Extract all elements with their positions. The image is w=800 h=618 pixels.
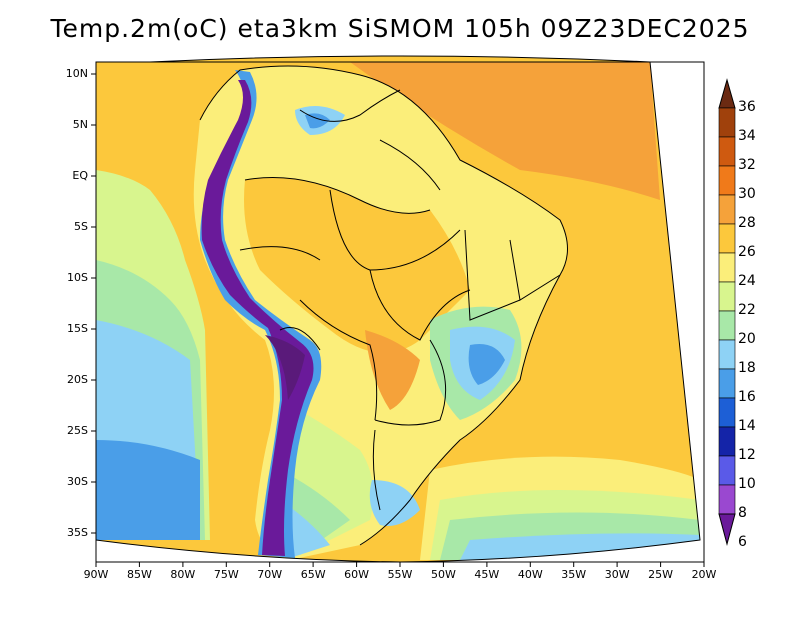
country-borders	[199, 65, 568, 546]
colorbar-label: 20	[738, 331, 756, 347]
longitude-label: 55W	[387, 568, 413, 581]
latitude-label: 5S	[74, 220, 88, 233]
colorbar-label: 8	[738, 505, 747, 521]
longitude-label: 60W	[344, 568, 369, 581]
colorbar-swatch	[718, 426, 736, 457]
longitude-label: 25W	[648, 568, 673, 581]
colorbar-label: 26	[738, 244, 756, 260]
colorbar-swatch	[718, 397, 736, 428]
longitude-label: 80W	[170, 568, 196, 581]
longitude-label: 40W	[517, 568, 543, 581]
colorbar-label: 6	[738, 534, 747, 550]
axis-ticks	[91, 73, 705, 567]
map-field	[96, 56, 700, 562]
colorbar-label: 22	[738, 302, 756, 318]
longitude-label: 90W	[83, 568, 109, 581]
colorbar-swatch	[718, 310, 736, 341]
colorbar-swatch	[718, 281, 736, 312]
colorbar-swatch	[718, 252, 736, 283]
latitude-label: 30S	[67, 475, 88, 488]
colorbar-label: 16	[738, 389, 756, 405]
latitude-label: 10N	[65, 67, 88, 80]
latitude-label: 35S	[67, 526, 88, 539]
longitude-label: 45W	[474, 568, 500, 581]
colorbar-swatch	[718, 107, 736, 138]
longitude-label: 65W	[300, 568, 326, 581]
longitude-label: 85W	[126, 568, 152, 581]
colorbar-swatch	[718, 368, 736, 399]
colorbar-swatch	[718, 223, 736, 254]
latitude-label: 5N	[72, 118, 88, 131]
colorbar-bottom-arrow	[718, 513, 736, 546]
longitude-label: 35W	[561, 568, 587, 581]
colorbar-label: 28	[738, 215, 756, 231]
longitude-label: 50W	[430, 568, 456, 581]
latitude-label: EQ	[72, 169, 88, 182]
colorbar-swatch	[718, 339, 736, 370]
colorbar-swatch	[718, 455, 736, 486]
colorbar-swatch	[718, 136, 736, 167]
colorbar-label: 32	[738, 157, 756, 173]
latitude-label: 10S	[67, 271, 88, 284]
latitude-label: 15S	[67, 322, 88, 335]
longitude-label: 75W	[213, 568, 239, 581]
colorbar-top-arrow	[718, 78, 736, 109]
colorbar-label: 34	[738, 128, 756, 144]
colorbar-label: 10	[738, 476, 756, 492]
colorbar-label: 24	[738, 273, 756, 289]
map-title: Temp.2m(oC) eta3km SiSMOM 105h 09Z23DEC2…	[50, 14, 750, 43]
colorbar-label: 36	[738, 99, 756, 115]
colorbar-label: 14	[738, 418, 756, 434]
longitude-label: 30W	[604, 568, 630, 581]
colorbar-label: 12	[738, 447, 756, 463]
colorbar-swatch	[718, 165, 736, 196]
latitude-label: 25S	[67, 424, 88, 437]
colorbar-label: 30	[738, 186, 756, 202]
longitude-label: 70W	[257, 568, 283, 581]
colorbar-label: 18	[738, 360, 756, 376]
latitude-label: 20S	[67, 373, 88, 386]
colorbar-swatch	[718, 194, 736, 225]
colorbar-swatch	[718, 484, 736, 515]
longitude-label: 20W	[691, 568, 717, 581]
